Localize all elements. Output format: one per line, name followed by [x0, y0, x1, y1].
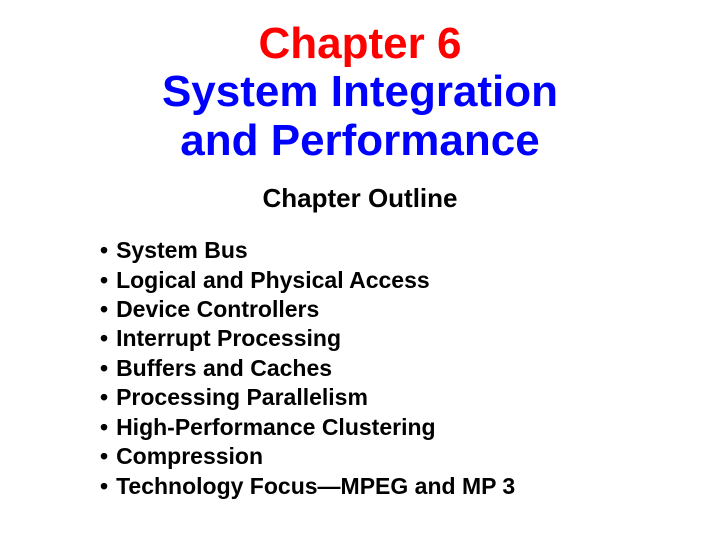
bullet-item: • Technology Focus—MPEG and MP 3 [100, 472, 660, 501]
bullet-marker: • [100, 266, 108, 295]
chapter-title-line-b: and Performance [60, 117, 660, 165]
bullet-marker: • [100, 324, 108, 353]
chapter-number-title: Chapter 6 [60, 20, 660, 68]
outline-heading: Chapter Outline [60, 183, 660, 214]
bullet-label: Compression [116, 442, 263, 471]
bullet-marker: • [100, 413, 108, 442]
bullet-item: • Interrupt Processing [100, 324, 660, 353]
bullet-label: Interrupt Processing [116, 324, 341, 353]
bullet-list: •System Bus•Logical and Physical Access•… [100, 236, 660, 501]
bullet-item: • System Bus [100, 236, 660, 265]
bullet-item: • Processing Parallelism [100, 383, 660, 412]
bullet-label: Processing Parallelism [116, 383, 368, 412]
bullet-label: System Bus [116, 236, 248, 265]
bullet-label: Device Controllers [116, 295, 319, 324]
bullet-marker: • [100, 472, 108, 501]
bullet-item: • Buffers and Caches [100, 354, 660, 383]
bullet-item: • High-Performance Clustering [100, 413, 660, 442]
bullet-marker: • [100, 236, 108, 265]
bullet-label: Logical and Physical Access [116, 266, 430, 295]
bullet-item: • Compression [100, 442, 660, 471]
bullet-marker: • [100, 383, 108, 412]
bullet-item: • Logical and Physical Access [100, 266, 660, 295]
bullet-marker: • [100, 295, 108, 324]
chapter-title-line-a: System Integration [60, 68, 660, 116]
bullet-marker: • [100, 354, 108, 383]
slide: Chapter 6 System Integration and Perform… [0, 0, 720, 540]
bullet-label: High-Performance Clustering [116, 413, 436, 442]
bullet-label: Technology Focus—MPEG and MP 3 [116, 472, 515, 501]
bullet-marker: • [100, 442, 108, 471]
bullet-label: Buffers and Caches [116, 354, 332, 383]
bullet-item: • Device Controllers [100, 295, 660, 324]
